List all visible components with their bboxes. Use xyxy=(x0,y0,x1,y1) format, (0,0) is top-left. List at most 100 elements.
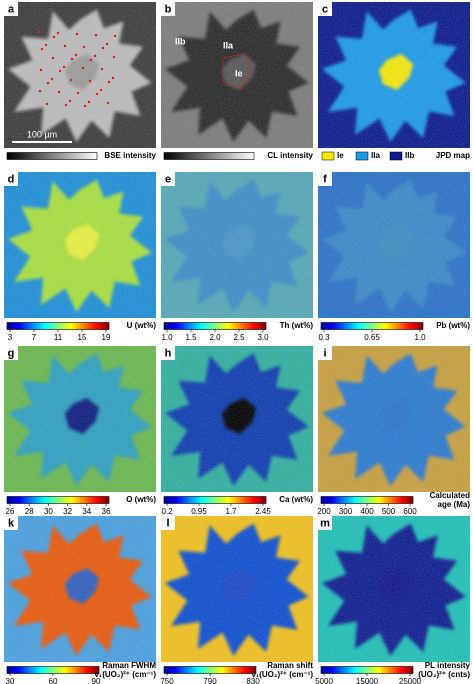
spot xyxy=(50,77,54,81)
colorbar-caption: CL intensity xyxy=(267,151,313,160)
zone-label: IIb xyxy=(175,36,186,46)
map-image xyxy=(4,2,156,148)
colorbar-tick-label: 60 xyxy=(49,677,58,684)
colorbar-tick-label: 2.5 xyxy=(233,333,245,342)
spot xyxy=(93,54,97,58)
colorbar-tick-label: 19 xyxy=(102,333,111,342)
map-image xyxy=(161,516,313,662)
colorbar-tick-label: 0.95 xyxy=(191,507,207,516)
spot xyxy=(52,35,56,39)
spot xyxy=(58,69,62,73)
colorbar-caption: O (wt%) xyxy=(126,495,156,504)
scale-bar-label: 100 µm xyxy=(27,129,57,139)
spot xyxy=(69,78,73,82)
spot xyxy=(57,90,61,94)
map-texture xyxy=(318,516,470,662)
spot xyxy=(89,58,93,62)
colorbar-tick-label: 15 xyxy=(78,333,87,342)
spot xyxy=(81,66,85,70)
colorbar xyxy=(6,666,100,674)
colorbar-tick-label: 0.2 xyxy=(161,507,173,516)
colorbar-tick-label: 1.0 xyxy=(161,333,173,342)
legend-label: IIb xyxy=(405,151,414,160)
map-texture xyxy=(318,346,470,492)
colorbar-tick-label: 300 xyxy=(339,507,353,516)
legend-swatch xyxy=(321,151,335,161)
colorbar-tick-label: 1.5 xyxy=(185,333,197,342)
colorbar-tick-label: 0.65 xyxy=(364,333,380,342)
colorbar-caption: JPD map xyxy=(436,151,470,160)
letter-box xyxy=(4,172,18,186)
map-image xyxy=(4,346,156,492)
panel-letter: i xyxy=(323,347,326,359)
spot xyxy=(94,33,98,37)
colorbar xyxy=(6,322,110,330)
colorbar xyxy=(163,496,267,504)
spot xyxy=(74,53,78,57)
spot xyxy=(101,46,105,50)
colorbar xyxy=(320,496,414,504)
map-texture xyxy=(4,172,156,318)
colorbar-tick-label: 30 xyxy=(6,677,15,684)
map-texture xyxy=(318,2,470,148)
colorbar-caption: Raman shift xyxy=(267,661,313,670)
panel-letter: l xyxy=(166,517,169,529)
legend-swatch xyxy=(389,151,403,161)
colorbar-tick-label: 30 xyxy=(44,507,53,516)
colorbar-tick-label: 1.7 xyxy=(225,507,237,516)
spot xyxy=(38,89,42,93)
spot xyxy=(82,45,86,49)
colorbar-tick-label: 750 xyxy=(160,677,174,684)
colorbar-caption: ν₁(UO₂)²⁺ (cm⁻¹) xyxy=(251,670,313,679)
panel: h 0.2 0.95 1.7 2.45 Ca (wt%) xyxy=(161,346,313,516)
panel-letter: b xyxy=(165,3,172,15)
letter-box xyxy=(4,346,18,360)
colorbar-caption: Calculated xyxy=(430,491,471,500)
colorbar-tick-label: 5000 xyxy=(315,677,333,684)
map-image xyxy=(4,516,156,662)
map-texture xyxy=(161,346,313,492)
colorbar-caption: age (Ma) xyxy=(438,500,471,509)
spot xyxy=(62,65,66,69)
map-texture xyxy=(4,516,156,662)
colorbar-tick-label: 500 xyxy=(382,507,396,516)
spot xyxy=(99,88,103,92)
spot xyxy=(107,80,111,84)
colorbar-caption: Ca (wt%) xyxy=(279,495,313,504)
zone-outline xyxy=(222,53,252,89)
panel-letter: a xyxy=(8,3,15,15)
map-image xyxy=(318,516,470,662)
colorbar xyxy=(320,322,424,330)
zone-label: IIa xyxy=(223,40,234,50)
panel-letter: k xyxy=(8,517,15,529)
spot xyxy=(70,57,74,61)
legend-label: IIa xyxy=(371,151,380,160)
colorbar xyxy=(163,322,267,330)
map-texture xyxy=(161,2,313,148)
legend-swatch xyxy=(355,151,369,161)
panel: d 3 7 11 15 19 U (wt%) xyxy=(4,172,156,342)
colorbar-caption: U (wt%) xyxy=(127,321,157,330)
map-image xyxy=(318,346,470,492)
spot xyxy=(83,104,87,108)
legend-label: Ie xyxy=(337,151,344,160)
panel: e 1.0 1.5 2.0 2.5 3.0 Th (wt%) xyxy=(161,172,313,342)
map-image xyxy=(318,172,470,318)
colorbar-caption: Pb (wt%) xyxy=(436,321,470,330)
panel-letter: f xyxy=(323,173,327,185)
colorbar xyxy=(163,152,255,160)
letter-box xyxy=(4,516,18,530)
panel-letter: e xyxy=(165,173,171,185)
spot xyxy=(46,81,50,85)
panel: b IIb IIa Ie CL intensity xyxy=(161,2,314,160)
map-texture xyxy=(161,516,313,662)
spot xyxy=(87,100,91,104)
spot xyxy=(113,34,117,38)
colorbar-tick-label: 11 xyxy=(54,333,63,342)
map-image xyxy=(161,2,313,148)
colorbar-tick-label: 1.0 xyxy=(414,333,426,342)
map-image xyxy=(4,172,156,318)
colorbar xyxy=(320,666,414,674)
